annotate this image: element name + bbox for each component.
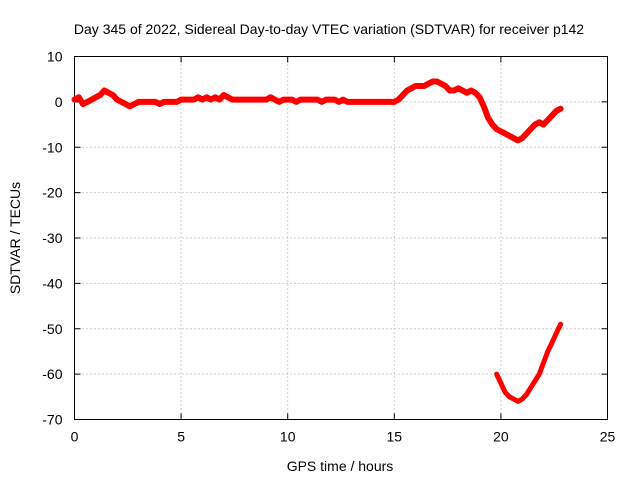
grid-lines — [74, 56, 608, 420]
chart-title: Day 345 of 2022, Sidereal Day-to-day VTE… — [74, 21, 584, 37]
y-tick-label: -30 — [42, 230, 62, 246]
x-tick-label: 15 — [387, 429, 403, 445]
y-tick-label: -10 — [42, 139, 62, 155]
x-tick-label: 5 — [177, 429, 185, 445]
x-tick-label: 20 — [493, 429, 509, 445]
plot-frame — [74, 56, 608, 420]
y-tick-label: -20 — [42, 185, 62, 201]
x-tick-label: 25 — [600, 429, 616, 445]
y-tick-label: 10 — [47, 49, 63, 65]
series-layer — [71, 78, 564, 404]
x-tick-label: 10 — [280, 429, 296, 445]
y-axis-label: SDTVAR / TECUs — [7, 182, 23, 294]
x-axis-label: GPS time / hours — [287, 458, 394, 474]
y-tick-label: -40 — [42, 275, 62, 291]
y-tick-label: 0 — [55, 94, 63, 110]
series-line-1 — [71, 78, 564, 144]
y-tick-label: -60 — [42, 366, 62, 382]
y-tick-label: -70 — [42, 412, 62, 428]
x-tick-label: 0 — [71, 429, 79, 445]
series-line-2 — [494, 321, 564, 404]
y-tick-label: -50 — [42, 321, 62, 337]
